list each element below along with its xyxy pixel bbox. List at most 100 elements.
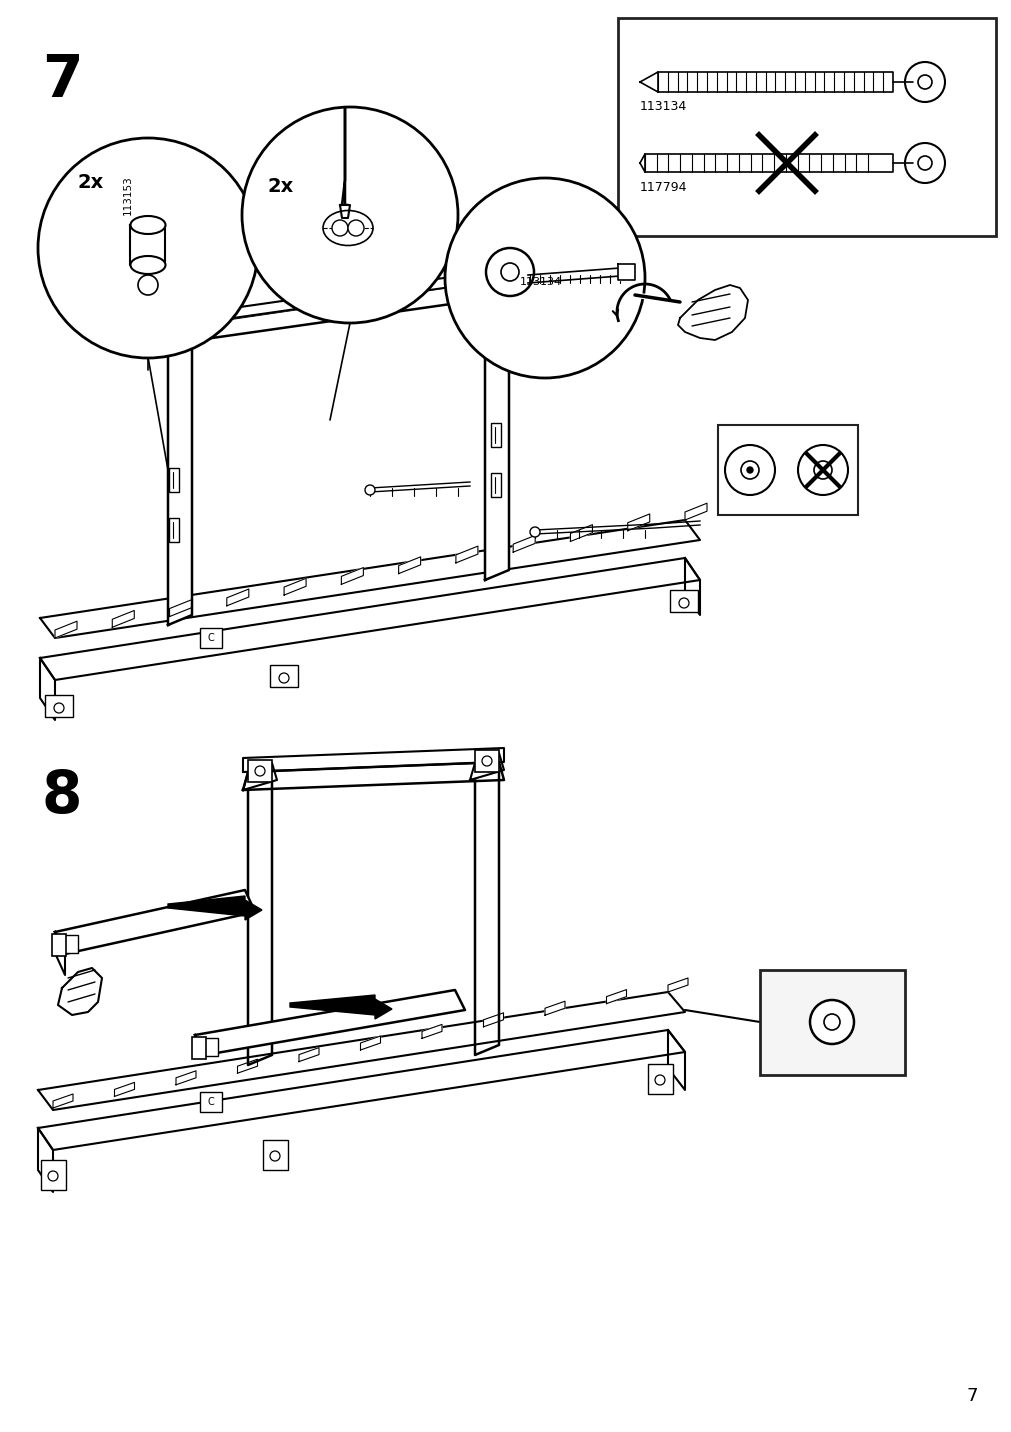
Polygon shape xyxy=(341,567,363,584)
Polygon shape xyxy=(58,968,102,1015)
Bar xyxy=(263,1140,288,1170)
Polygon shape xyxy=(40,657,55,720)
Text: 2x: 2x xyxy=(78,173,104,192)
Circle shape xyxy=(137,275,158,295)
Circle shape xyxy=(798,445,847,495)
Circle shape xyxy=(917,156,931,170)
Circle shape xyxy=(481,756,491,766)
Polygon shape xyxy=(176,1071,196,1085)
Circle shape xyxy=(348,221,364,236)
Polygon shape xyxy=(53,1094,73,1108)
Polygon shape xyxy=(243,762,503,790)
Circle shape xyxy=(445,178,644,378)
Bar xyxy=(270,664,297,687)
Polygon shape xyxy=(163,278,514,345)
Polygon shape xyxy=(684,503,707,520)
Ellipse shape xyxy=(130,256,166,274)
Bar xyxy=(44,695,73,717)
Circle shape xyxy=(904,62,944,102)
Polygon shape xyxy=(112,610,134,627)
Polygon shape xyxy=(248,770,272,1065)
Circle shape xyxy=(823,1014,839,1030)
Polygon shape xyxy=(243,748,503,772)
Text: 113153: 113153 xyxy=(123,175,132,215)
Polygon shape xyxy=(606,990,626,1004)
Text: 113134: 113134 xyxy=(639,100,686,113)
Polygon shape xyxy=(168,335,192,624)
Bar xyxy=(169,518,179,541)
Circle shape xyxy=(809,1000,853,1044)
Text: 2x: 2x xyxy=(268,178,294,196)
Polygon shape xyxy=(163,318,197,345)
Polygon shape xyxy=(55,891,255,954)
Text: 113134: 113134 xyxy=(520,276,561,286)
Circle shape xyxy=(917,74,931,89)
Polygon shape xyxy=(284,579,305,596)
Polygon shape xyxy=(168,896,262,919)
Polygon shape xyxy=(479,274,514,299)
Bar xyxy=(669,590,698,611)
Polygon shape xyxy=(677,285,747,339)
Bar xyxy=(58,935,78,954)
Polygon shape xyxy=(195,990,464,1055)
Circle shape xyxy=(38,137,258,358)
Bar xyxy=(200,629,221,649)
Polygon shape xyxy=(684,558,700,614)
Bar xyxy=(490,422,500,447)
Polygon shape xyxy=(469,753,503,780)
Polygon shape xyxy=(474,760,498,1055)
Bar xyxy=(647,1064,672,1094)
Circle shape xyxy=(904,143,944,183)
Text: 7: 7 xyxy=(42,52,83,109)
Circle shape xyxy=(740,461,758,478)
Polygon shape xyxy=(38,992,684,1110)
Ellipse shape xyxy=(130,216,166,233)
Bar xyxy=(717,425,857,516)
Circle shape xyxy=(813,461,831,478)
Polygon shape xyxy=(627,514,649,531)
Circle shape xyxy=(270,1151,280,1161)
Polygon shape xyxy=(456,546,477,563)
Circle shape xyxy=(279,673,289,683)
Circle shape xyxy=(530,527,540,537)
Polygon shape xyxy=(40,558,700,680)
Polygon shape xyxy=(639,72,657,92)
Polygon shape xyxy=(513,536,535,553)
Polygon shape xyxy=(398,557,421,574)
Polygon shape xyxy=(570,524,591,541)
Polygon shape xyxy=(114,1083,134,1097)
Bar xyxy=(192,1037,206,1060)
Polygon shape xyxy=(55,932,65,975)
Text: C: C xyxy=(207,633,214,643)
Text: 8: 8 xyxy=(42,768,83,825)
Circle shape xyxy=(332,221,348,236)
Circle shape xyxy=(678,599,688,609)
Bar xyxy=(759,969,904,1075)
Polygon shape xyxy=(55,621,77,639)
Bar xyxy=(618,19,995,236)
Polygon shape xyxy=(422,1024,442,1038)
Polygon shape xyxy=(484,291,509,580)
Polygon shape xyxy=(667,1030,684,1090)
Polygon shape xyxy=(290,995,391,1020)
Circle shape xyxy=(746,467,752,473)
Bar xyxy=(52,934,66,957)
Polygon shape xyxy=(483,1012,503,1027)
Circle shape xyxy=(500,263,519,281)
Polygon shape xyxy=(618,263,634,281)
Bar xyxy=(490,473,500,497)
Polygon shape xyxy=(38,1030,684,1150)
Polygon shape xyxy=(170,600,191,617)
Polygon shape xyxy=(163,268,514,328)
Text: 117794: 117794 xyxy=(639,180,686,193)
Circle shape xyxy=(242,107,458,324)
Bar xyxy=(474,750,498,772)
Bar xyxy=(198,1038,217,1055)
Bar xyxy=(248,760,272,782)
Polygon shape xyxy=(38,1128,53,1191)
Text: C: C xyxy=(207,1097,214,1107)
Text: 7: 7 xyxy=(966,1388,977,1405)
Polygon shape xyxy=(667,978,687,992)
Polygon shape xyxy=(40,520,700,639)
Polygon shape xyxy=(238,1060,257,1073)
